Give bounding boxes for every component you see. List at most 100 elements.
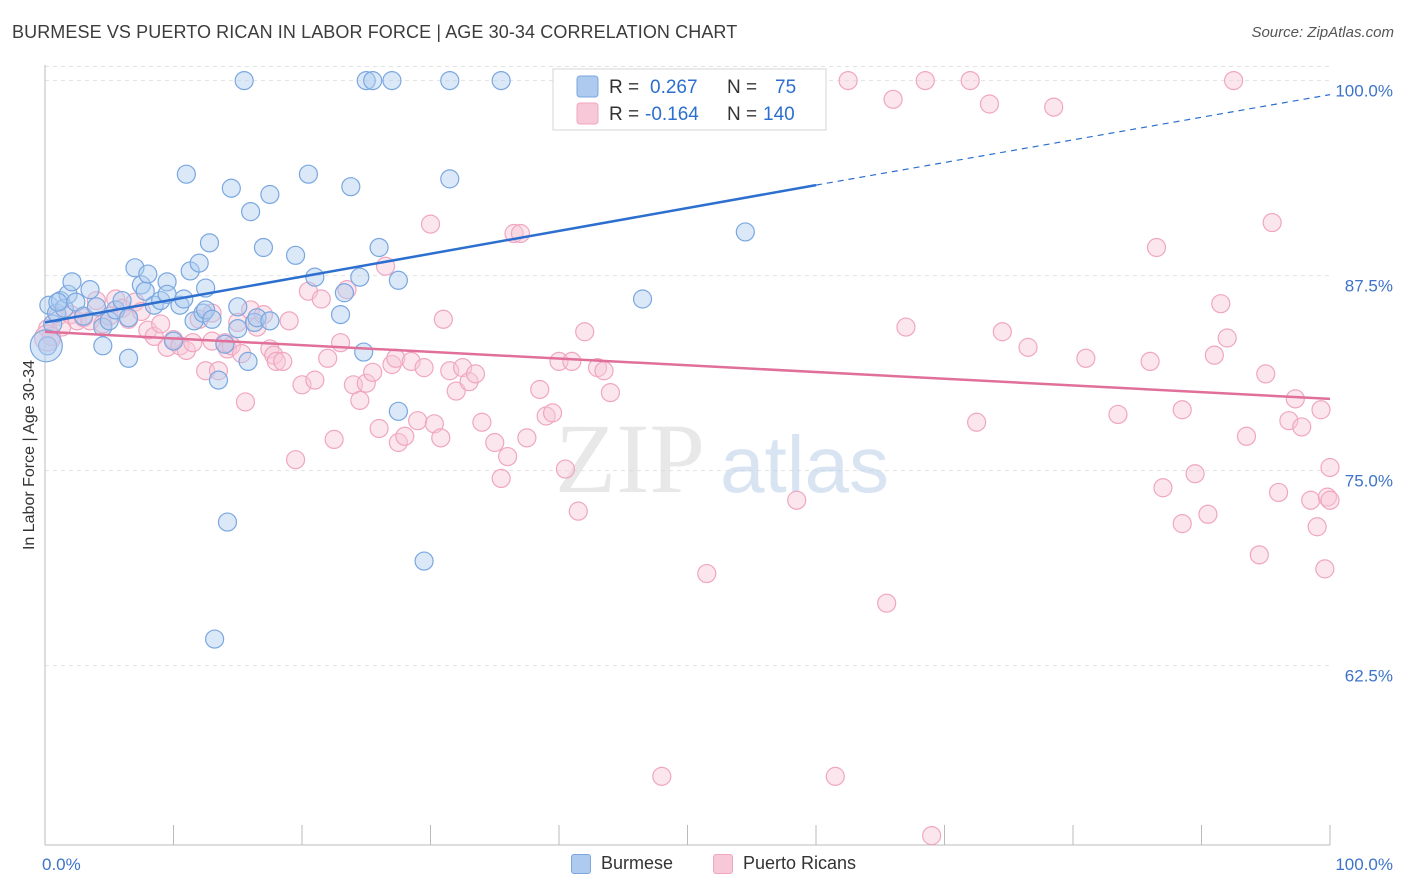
puerto-ricans-point bbox=[594, 361, 614, 381]
legend-swatch-puerto-ricans-bottom bbox=[713, 853, 733, 874]
burmese-point bbox=[388, 401, 408, 421]
puerto-ricans-point bbox=[228, 312, 248, 332]
burmese-point bbox=[202, 309, 222, 329]
puerto-ricans-point bbox=[1301, 490, 1321, 510]
burmese-point bbox=[217, 512, 238, 532]
puerto-ricans-point bbox=[431, 428, 451, 448]
puerto-ricans-point bbox=[266, 351, 286, 371]
puerto-ricans-point bbox=[1172, 400, 1192, 420]
puerto-ricans-point bbox=[386, 348, 406, 368]
puerto-ricans-point bbox=[1185, 464, 1205, 484]
puerto-ricans-point bbox=[697, 563, 717, 584]
burmese-point bbox=[440, 169, 460, 189]
burmese-point bbox=[234, 70, 254, 91]
burmese-point bbox=[330, 305, 351, 325]
legend-n-value-burmese: 75 bbox=[775, 77, 796, 98]
puerto-ricans-point bbox=[363, 362, 383, 382]
burmese-point bbox=[118, 308, 139, 328]
puerto-ricans-point bbox=[562, 351, 582, 371]
puerto-ricans-point bbox=[922, 826, 942, 846]
puerto-ricans-point bbox=[424, 414, 444, 434]
puerto-ricans-point bbox=[311, 289, 331, 309]
puerto-ricans-point bbox=[498, 446, 518, 467]
puerto-ricans-point bbox=[1268, 482, 1289, 503]
source-label: Source: ZipAtlas.com bbox=[1251, 24, 1394, 41]
puerto-ricans-point bbox=[530, 379, 550, 400]
watermark-atlas: atlas bbox=[720, 420, 889, 509]
puerto-ricans-point bbox=[305, 370, 325, 390]
puerto-ricans-point bbox=[106, 289, 126, 309]
y-tick-labels: 62.5% 75.0% 87.5% 100.0% bbox=[1335, 82, 1393, 686]
puerto-ricans-point bbox=[232, 344, 252, 364]
puerto-ricans-point bbox=[1204, 345, 1224, 365]
stats-legend: R = 0.267 N = 75 R = -0.164 N = 140 bbox=[552, 68, 827, 131]
x-tick-labels: 0.0% 100.0% bbox=[42, 855, 1393, 874]
burmese-point bbox=[93, 336, 113, 356]
puerto-ricans-point bbox=[1172, 514, 1192, 534]
legend-swatch-burmese bbox=[576, 75, 599, 98]
puerto-ricans-point bbox=[555, 459, 576, 479]
x-tick-label-min: 0.0% bbox=[42, 855, 81, 874]
puerto-ricans-point bbox=[485, 432, 505, 453]
burmese-point bbox=[189, 253, 209, 273]
puerto-ricans-point bbox=[1198, 504, 1218, 524]
puerto-ricans-point bbox=[542, 403, 563, 423]
puerto-ricans-point bbox=[1044, 97, 1064, 117]
burmese-point bbox=[228, 297, 248, 317]
puerto-ricans-point bbox=[176, 340, 196, 361]
burmese-point bbox=[388, 270, 408, 290]
puerto-ricans-point bbox=[883, 89, 903, 109]
burmese-point bbox=[260, 184, 280, 205]
legend-item-burmese: Burmese bbox=[571, 853, 673, 874]
puerto-ricans-point bbox=[292, 375, 312, 395]
puerto-ricans-point bbox=[446, 381, 466, 401]
y-tick-label: 100.0% bbox=[1335, 82, 1393, 101]
puerto-ricans-point bbox=[356, 373, 376, 393]
legend-r-label-burmese: R = bbox=[609, 77, 639, 98]
burmese-point bbox=[735, 222, 755, 242]
puerto-ricans-point bbox=[1315, 559, 1335, 579]
puerto-ricans-point bbox=[1285, 389, 1305, 409]
puerto-ricans-point bbox=[235, 392, 256, 412]
legend-label-burmese: Burmese bbox=[601, 853, 674, 873]
burmese-point bbox=[199, 233, 220, 253]
burmese-point bbox=[80, 280, 100, 300]
puerto-ricans-point bbox=[369, 418, 389, 439]
burmese-point bbox=[138, 264, 158, 284]
burmese-point bbox=[62, 272, 82, 292]
puerto-ricans-point bbox=[337, 280, 357, 300]
legend-label-puerto-ricans: Puerto Ricans bbox=[743, 853, 857, 873]
y-tick-label: 62.5% bbox=[1345, 667, 1393, 686]
burmese-point bbox=[260, 311, 280, 331]
puerto-ricans-point bbox=[324, 429, 344, 449]
burmese-point bbox=[176, 164, 196, 184]
legend-n-value-puerto-ricans: 140 bbox=[763, 104, 795, 125]
puerto-ricans-point bbox=[86, 290, 107, 311]
legend-n-label-puerto-ricans: N = bbox=[727, 104, 757, 125]
burmese-point bbox=[354, 342, 374, 362]
puerto-ricans-point bbox=[433, 309, 453, 329]
puerto-ricans-point bbox=[1146, 237, 1167, 258]
puerto-ricans-point bbox=[395, 426, 415, 446]
puerto-ricans-point bbox=[330, 333, 351, 353]
puerto-ricans-point bbox=[1262, 212, 1282, 233]
legend-r-value-burmese: 0.267 bbox=[650, 77, 698, 98]
puerto-ricans-point bbox=[1256, 364, 1276, 384]
puerto-ricans-point bbox=[491, 468, 511, 488]
puerto-ricans-point bbox=[1307, 517, 1327, 537]
puerto-ricans-trend-line bbox=[44, 330, 1331, 401]
puerto-ricans-point bbox=[652, 766, 672, 786]
burmese-point bbox=[341, 177, 361, 197]
puerto-ricans-point bbox=[183, 333, 203, 353]
puerto-ricans-point bbox=[575, 322, 595, 342]
puerto-ricans-point bbox=[408, 411, 428, 431]
puerto-ricans-point bbox=[1311, 400, 1331, 420]
puerto-ricans-point bbox=[1108, 404, 1128, 425]
burmese-point bbox=[253, 237, 274, 258]
puerto-ricans-point bbox=[1076, 348, 1096, 368]
puerto-ricans-point bbox=[787, 490, 807, 510]
puerto-ricans-point bbox=[568, 501, 588, 521]
puerto-ricans-point bbox=[960, 70, 980, 91]
puerto-ricans-point bbox=[979, 94, 1000, 114]
burmese-point bbox=[208, 370, 229, 390]
